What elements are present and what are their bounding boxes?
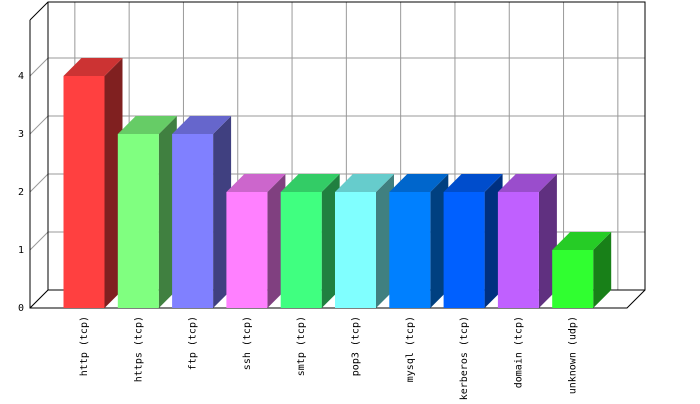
bar — [497, 174, 557, 308]
bar-top — [117, 116, 177, 134]
x-tick-label: kerberos (tcp) — [459, 316, 470, 400]
y-tick-label: 1 — [18, 245, 24, 256]
bar-front — [389, 192, 431, 308]
y-tick-label: 4 — [18, 71, 24, 82]
y-tick-label: 2 — [18, 187, 24, 198]
bar — [280, 174, 340, 308]
bar-top — [172, 116, 232, 134]
bar — [172, 116, 232, 308]
y-tick-label: 3 — [18, 129, 24, 140]
x-tick-label: smtp (tcp) — [296, 316, 307, 376]
bar-front — [172, 134, 214, 308]
bar-top — [443, 174, 503, 192]
x-tick-label: ftp (tcp) — [188, 316, 199, 370]
x-tick-label: https (tcp) — [133, 316, 144, 382]
bar-top — [552, 232, 612, 250]
x-tick-label: mysql (tcp) — [405, 316, 416, 382]
bar-front — [280, 192, 322, 308]
x-tick-label: pop3 (tcp) — [351, 316, 362, 376]
bar — [552, 232, 612, 308]
x-tick-label: ssh (tcp) — [242, 316, 253, 370]
bar-front — [497, 192, 539, 308]
bar-front — [63, 76, 105, 308]
bar-side — [593, 232, 612, 308]
bar-front — [117, 134, 159, 308]
bar-top — [280, 174, 340, 192]
bar-top — [63, 58, 123, 76]
bar — [63, 58, 123, 308]
y-tick-label: 0 — [18, 303, 24, 314]
bar-top — [389, 174, 449, 192]
bar-top — [335, 174, 394, 192]
bar — [117, 116, 177, 308]
x-tick-label: http (tcp) — [79, 316, 90, 376]
bar — [226, 174, 286, 308]
bar-front — [226, 192, 268, 308]
bar — [443, 174, 503, 308]
bar-front — [335, 192, 376, 308]
bar-front — [443, 192, 485, 308]
x-tick-label: unknown (udp) — [568, 316, 579, 394]
bar-front — [552, 250, 594, 308]
bar-top — [226, 174, 286, 192]
bar — [389, 174, 449, 308]
bar-top — [497, 174, 557, 192]
x-tick-label: domain (tcp) — [513, 316, 524, 388]
bar — [335, 174, 394, 308]
